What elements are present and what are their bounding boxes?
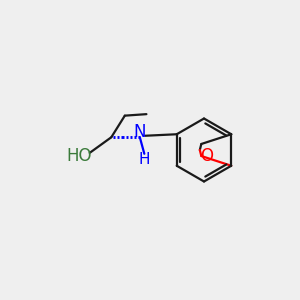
Text: H: H xyxy=(139,152,150,166)
Text: O: O xyxy=(200,147,213,165)
Text: HO: HO xyxy=(67,147,92,165)
Text: N: N xyxy=(133,124,146,141)
